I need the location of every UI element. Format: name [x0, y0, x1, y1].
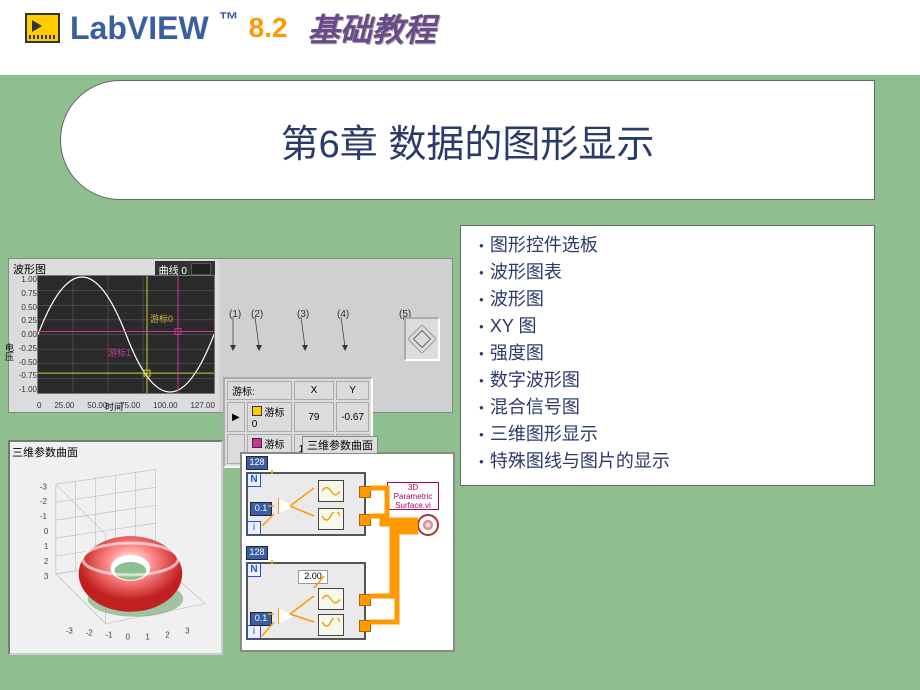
ytick: -0.75: [11, 371, 37, 380]
cursor-color-icon: [252, 438, 262, 448]
loop-N-terminal: N: [247, 563, 261, 577]
tutorial-subtitle: 基础教程: [308, 5, 436, 51]
tunnel-icon: [359, 620, 371, 632]
cursor1-tag: 游标1: [108, 346, 131, 359]
waveform-cursor-palette: (1) (2) (3) (4) (5) 游标: X Y ▶ 游标0 79 -0.…: [219, 259, 452, 412]
toc-item: XY 图: [479, 313, 856, 340]
toc-item: 特殊图线与图片的显示: [479, 448, 856, 475]
svg-text:-2: -2: [40, 497, 48, 506]
const-0.1: 0.1: [250, 612, 272, 626]
waveform-screenshot: 波形图 曲线 0 1.00 0.75 0.50 0.25 0.00 -0.25 …: [8, 258, 453, 413]
diagram-title: 三维参数曲面: [302, 436, 378, 454]
table-header-name: 游标:: [227, 381, 292, 400]
svg-text:-3: -3: [66, 627, 74, 636]
sine-vi-icon: [318, 480, 344, 502]
svg-text:-1: -1: [106, 631, 114, 640]
product-name: LabVIEW: [70, 10, 209, 47]
svg-text:2: 2: [165, 631, 170, 640]
table-header-y: Y: [336, 381, 369, 400]
for-loop-upper: N i 0.1: [246, 472, 366, 536]
chapter-title-box: 第6章 数据的图形显示: [60, 80, 875, 200]
cosine-vi-icon: [318, 508, 344, 530]
waveform-plot-area: 游标0 游标1: [37, 275, 215, 394]
loop-i-terminal: i: [247, 521, 261, 535]
3d-parametric-vi-label: 3D Parametric Surface.vi: [387, 482, 439, 510]
svg-text:1: 1: [44, 542, 49, 551]
svg-text:0: 0: [125, 633, 130, 642]
product-version: 8.2: [249, 12, 288, 44]
toc-item: 数字波形图: [479, 367, 856, 394]
ytick: 0.75: [11, 289, 37, 298]
cursor-y: -0.67: [336, 402, 369, 432]
multiply-node-icon: [278, 608, 294, 624]
toc-item: 强度图: [479, 340, 856, 367]
tunnel-icon: [359, 594, 371, 606]
waveform-graph: 波形图 曲线 0 1.00 0.75 0.50 0.25 0.00 -0.25 …: [9, 259, 219, 412]
ytick: 1.00: [11, 275, 37, 284]
ytick: 0.00: [11, 330, 37, 339]
svg-text:1: 1: [145, 633, 150, 642]
toc-item: 混合信号图: [479, 394, 856, 421]
ytick: 0.50: [11, 303, 37, 312]
waveform-xlabel: 时间: [9, 400, 219, 413]
annot-arrows: [219, 317, 419, 357]
3d-surface-panel: 三维参数曲面 3 2 1 0 -1 -2 -3 -3 -2 -1 0 1 2 3: [8, 440, 223, 655]
header-bar: LabVIEW ™ 8.2 基础教程: [0, 0, 920, 56]
waveform-ylabel: 电压: [3, 343, 16, 361]
svg-text:0: 0: [44, 527, 49, 536]
toc-box: 图形控件选板 波形图表 波形图 XY 图 强度图 数字波形图 混合信号图 三维图…: [460, 225, 875, 486]
table-header-x: X: [294, 381, 335, 400]
const-128: 128: [246, 546, 268, 560]
multiply-node-icon: [278, 498, 294, 514]
tm-mark: ™: [219, 9, 239, 32]
waveform-svg: [38, 276, 214, 393]
3d-panel-title: 三维参数曲面: [10, 442, 221, 462]
sine-vi-icon: [318, 588, 344, 610]
3d-output-indicator-icon: [417, 514, 439, 536]
diamond-icon: [408, 325, 436, 353]
ytick: 0.25: [11, 316, 37, 325]
chapter-title: 第6章 数据的图形显示: [281, 113, 655, 168]
svg-text:-3: -3: [40, 482, 48, 491]
for-loop-lower: N i 0.1 2.00: [246, 562, 366, 640]
toc-item: 波形图: [479, 286, 856, 313]
cursor-x: 79: [294, 402, 335, 432]
cursor-color-icon: [252, 406, 262, 416]
loop-N-terminal: N: [247, 473, 261, 487]
3d-canvas: 3 2 1 0 -1 -2 -3 -3 -2 -1 0 1 2 3: [16, 464, 215, 644]
ytick: -1.00: [11, 385, 37, 394]
loop-i-terminal: i: [247, 625, 261, 639]
const-2.00: 2.00: [298, 570, 328, 584]
cursor-mover-button[interactable]: [404, 317, 440, 361]
tunnel-icon: [359, 486, 371, 498]
cosine-vi-icon: [318, 614, 344, 636]
tunnel-icon: [359, 514, 371, 526]
toc-item: 三维图形显示: [479, 421, 856, 448]
block-diagram-panel: 三维参数曲面 128 N i 0.1 128 N i 0.1 2.00 3D P…: [240, 452, 455, 652]
svg-text:3: 3: [185, 627, 190, 636]
svg-text:3: 3: [44, 572, 49, 581]
cursor-row: ▶ 游标0 79 -0.67: [227, 402, 369, 432]
const-0.1: 0.1: [250, 502, 272, 516]
const-128: 128: [246, 456, 268, 470]
labview-logo-icon: [25, 13, 60, 43]
cursor0-tag: 游标0: [150, 312, 173, 325]
toc-item: 波形图表: [479, 259, 856, 286]
svg-text:2: 2: [44, 557, 49, 566]
torus-svg: 3 2 1 0 -1 -2 -3 -3 -2 -1 0 1 2 3: [16, 464, 215, 644]
waveform-yticks: 1.00 0.75 0.50 0.25 0.00 -0.25 -0.50 -0.…: [11, 275, 37, 394]
toc-item: 图形控件选板: [479, 232, 856, 259]
svg-text:-2: -2: [86, 629, 94, 638]
svg-text:-1: -1: [40, 512, 48, 521]
